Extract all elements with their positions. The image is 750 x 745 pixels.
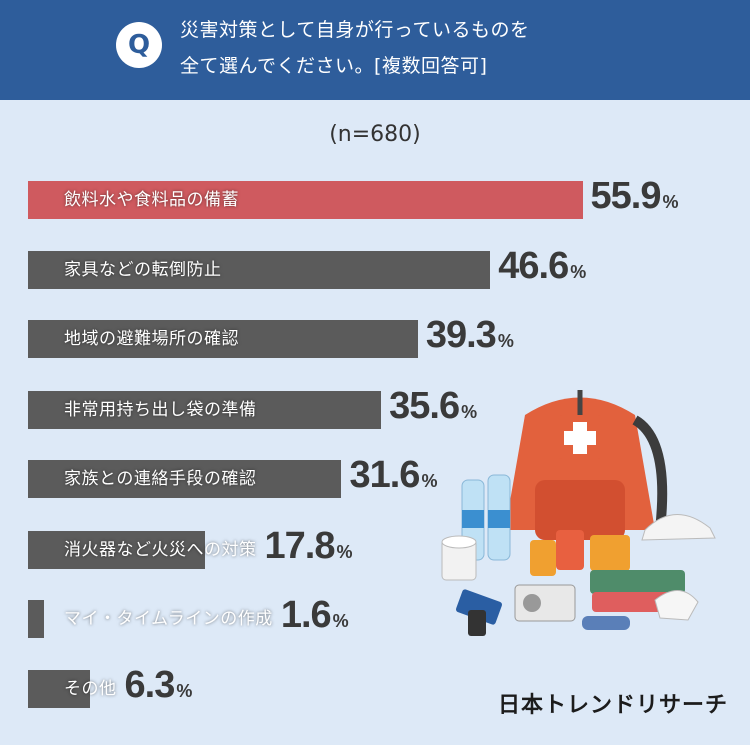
value-unit: %	[176, 681, 193, 701]
category-label: 家具などの転倒防止	[64, 260, 222, 280]
value-number: 17.8	[264, 525, 336, 567]
value-label: 55.9%	[591, 175, 679, 219]
value-unit: %	[461, 402, 478, 422]
value-number: 39.3	[425, 314, 497, 356]
bar	[28, 181, 583, 219]
value-number: 55.9	[590, 175, 662, 217]
bar	[28, 600, 44, 638]
value-unit: %	[421, 471, 438, 491]
category-label: マイ・タイムラインの作成	[64, 609, 273, 629]
value-label: 31.6%	[349, 454, 437, 498]
category-label: 消火器など火災への対策	[64, 540, 257, 560]
value-number: 46.6	[498, 245, 569, 287]
brand-logo: 日本トレンドリサーチ	[498, 693, 729, 718]
category-label: 非常用持ち出し袋の準備	[64, 400, 257, 420]
question-line-2: 全て選んでください。[複数回答可]	[180, 55, 488, 77]
value-unit: %	[336, 542, 353, 562]
value-label: 35.6%	[389, 385, 477, 429]
bar	[28, 531, 205, 569]
bar	[28, 251, 491, 289]
q-badge: Q	[116, 22, 162, 68]
question-line-1: 災害対策として自身が行っているものを	[180, 19, 530, 41]
value-number: 6.3	[124, 664, 176, 706]
bar	[28, 391, 382, 429]
value-unit: %	[497, 331, 514, 351]
value-label: 39.3%	[426, 314, 514, 358]
value-label: 1.6%	[281, 594, 349, 638]
value-unit: %	[332, 611, 349, 631]
value-number: 31.6	[349, 454, 420, 496]
bar	[28, 670, 91, 708]
sample-size-note: (n=680)	[329, 122, 421, 147]
value-label: 17.8%	[265, 525, 353, 569]
value-label: 46.6%	[498, 245, 586, 289]
value-number: 1.6	[280, 594, 332, 636]
category-label: 家族との連絡手段の確認	[64, 469, 257, 489]
value-label: 6.3%	[125, 664, 193, 708]
question-text: 災害対策として自身が行っているものを 全て選んでください。[複数回答可]	[180, 12, 660, 84]
question-header: Q 災害対策として自身が行っているものを 全て選んでください。[複数回答可]	[0, 0, 750, 100]
category-label: 地域の避難場所の確認	[64, 329, 239, 349]
category-label: 飲料水や食料品の備蓄	[64, 190, 239, 210]
disaster-kit-illustration	[441, 390, 716, 636]
bar	[28, 320, 418, 358]
bar	[28, 460, 342, 498]
value-unit: %	[662, 192, 679, 212]
category-label: その他	[64, 679, 117, 699]
value-number: 35.6	[389, 385, 460, 427]
value-unit: %	[570, 262, 587, 282]
